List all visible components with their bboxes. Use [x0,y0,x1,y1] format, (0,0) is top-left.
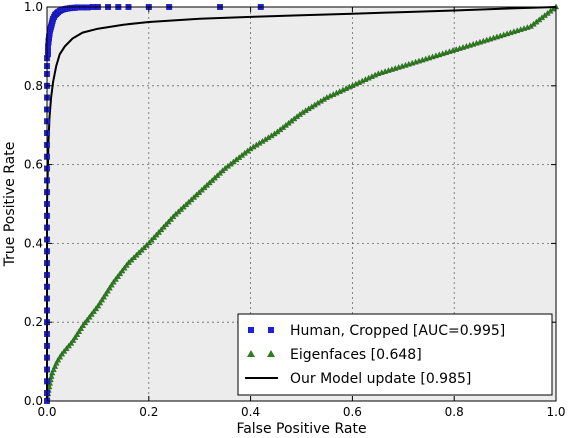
x-tick-label: 0.8 [445,405,464,419]
y-tick-label: 0.4 [24,236,43,250]
eigenfaces-point [104,287,111,294]
eigenfaces-point [82,319,89,326]
eigenfaces-point [56,353,64,360]
legend: Human, Cropped [AUC=0.995] Eigenfaces [0… [237,313,553,396]
eigenfaces-point [123,261,130,268]
eigenfaces-point [49,369,56,376]
eigenfaces-point [112,276,119,282]
eigenfaces-point [92,305,100,312]
x-tick-label: 0.4 [241,405,260,419]
legend-marker-eigen-2 [267,350,275,357]
eigenfaces-point [84,316,91,323]
x-tick-label: 0.2 [139,405,158,419]
eigenfaces-point [77,325,85,331]
legend-label-eigen: Eigenfaces [0.648] [290,347,422,363]
eigenfaces-point [95,302,102,309]
eigenfaces-point [98,296,105,303]
y-tick-label: 0.8 [24,79,43,93]
eigenfaces-point [108,281,115,288]
eigenfaces-point [102,290,109,297]
eigenfaces-point [106,284,113,291]
eigenfaces-point [114,273,121,279]
our-model-line [46,6,557,401]
eigenfaces-point [79,322,86,328]
eigenfaces-point [121,264,128,271]
y-tick-label: 0.2 [24,315,43,329]
legend-label-human: Human, Cropped [AUC=0.995] [290,323,505,339]
eigenfaces-point [48,373,55,379]
eigenfaces-point [74,331,81,337]
eigenfaces-point [53,359,60,366]
eigenfaces-point [86,313,93,320]
legend-marker-human-1 [248,327,254,333]
x-tick-label: 0.0 [37,405,56,419]
plot-frame [46,6,557,402]
eigenfaces-point [68,339,75,346]
y-axis-label: True Positive Rate [2,142,18,268]
eigenfaces-point [119,267,126,274]
x-tick-label: 1.0 [546,405,565,419]
legend-marker-eigen-1 [247,350,255,357]
eigenfaces-point [90,308,97,314]
eigenfaces-point [100,293,107,300]
eigenfaces-point [51,363,59,369]
legend-box [237,313,553,396]
legend-marker-human-2 [268,327,274,333]
eigenfaces-point [110,278,117,285]
eigenfaces-point [50,366,57,373]
eigenfaces-point [88,311,95,317]
y-tick-label: 0.0 [24,394,43,408]
legend-label-model: Our Model update [0.985] [290,371,471,387]
x-tick-label: 0.6 [343,405,362,419]
grid-lines [47,7,556,401]
eigenfaces-point [55,356,62,363]
tick-layer: 0.0 0.2 0.4 0.6 0.8 1.0 0.0 0.2 0.4 0.6 0.8 1.0 [24,0,566,419]
eigenfaces-point [70,337,77,343]
y-tick-label: 1.0 [24,0,43,14]
eigenfaces-point [75,328,83,334]
eigenfaces-point [117,270,124,277]
eigenfaces-point [72,334,79,340]
eigenfaces-point [96,299,104,306]
y-tick-label: 0.6 [24,158,43,172]
x-axis-label: False Positive Rate [236,421,366,437]
